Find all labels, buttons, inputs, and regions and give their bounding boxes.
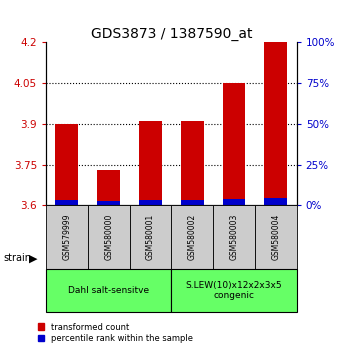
Bar [130,205,171,269]
Bar [56,124,78,205]
Bar [172,269,297,312]
Bar [213,205,255,269]
Bar [139,121,162,205]
Bar [172,205,213,269]
Title: GDS3873 / 1387590_at: GDS3873 / 1387590_at [91,28,252,41]
Bar [264,198,287,205]
Text: Dahl salt-sensitve: Dahl salt-sensitve [68,286,149,295]
Text: GSM580000: GSM580000 [104,214,113,261]
Text: strain: strain [3,253,31,263]
Text: GSM580001: GSM580001 [146,214,155,260]
Bar [223,199,246,205]
Bar [181,121,204,205]
Text: GSM579999: GSM579999 [62,214,71,261]
Bar [88,205,130,269]
Text: GSM580002: GSM580002 [188,214,197,260]
Bar [46,205,88,269]
Bar [56,200,78,205]
Text: ▶: ▶ [29,253,38,263]
Bar [97,201,120,205]
Bar [264,42,287,205]
Text: GSM580003: GSM580003 [229,214,238,261]
Text: S.LEW(10)x12x2x3x5
congenic: S.LEW(10)x12x2x3x5 congenic [186,281,282,300]
Bar [46,269,171,312]
Bar [223,83,246,205]
Bar [181,200,204,205]
Bar [97,170,120,205]
Legend: transformed count, percentile rank within the sample: transformed count, percentile rank withi… [38,322,193,343]
Bar [255,205,297,269]
Text: GSM580004: GSM580004 [271,214,280,261]
Bar [139,200,162,205]
